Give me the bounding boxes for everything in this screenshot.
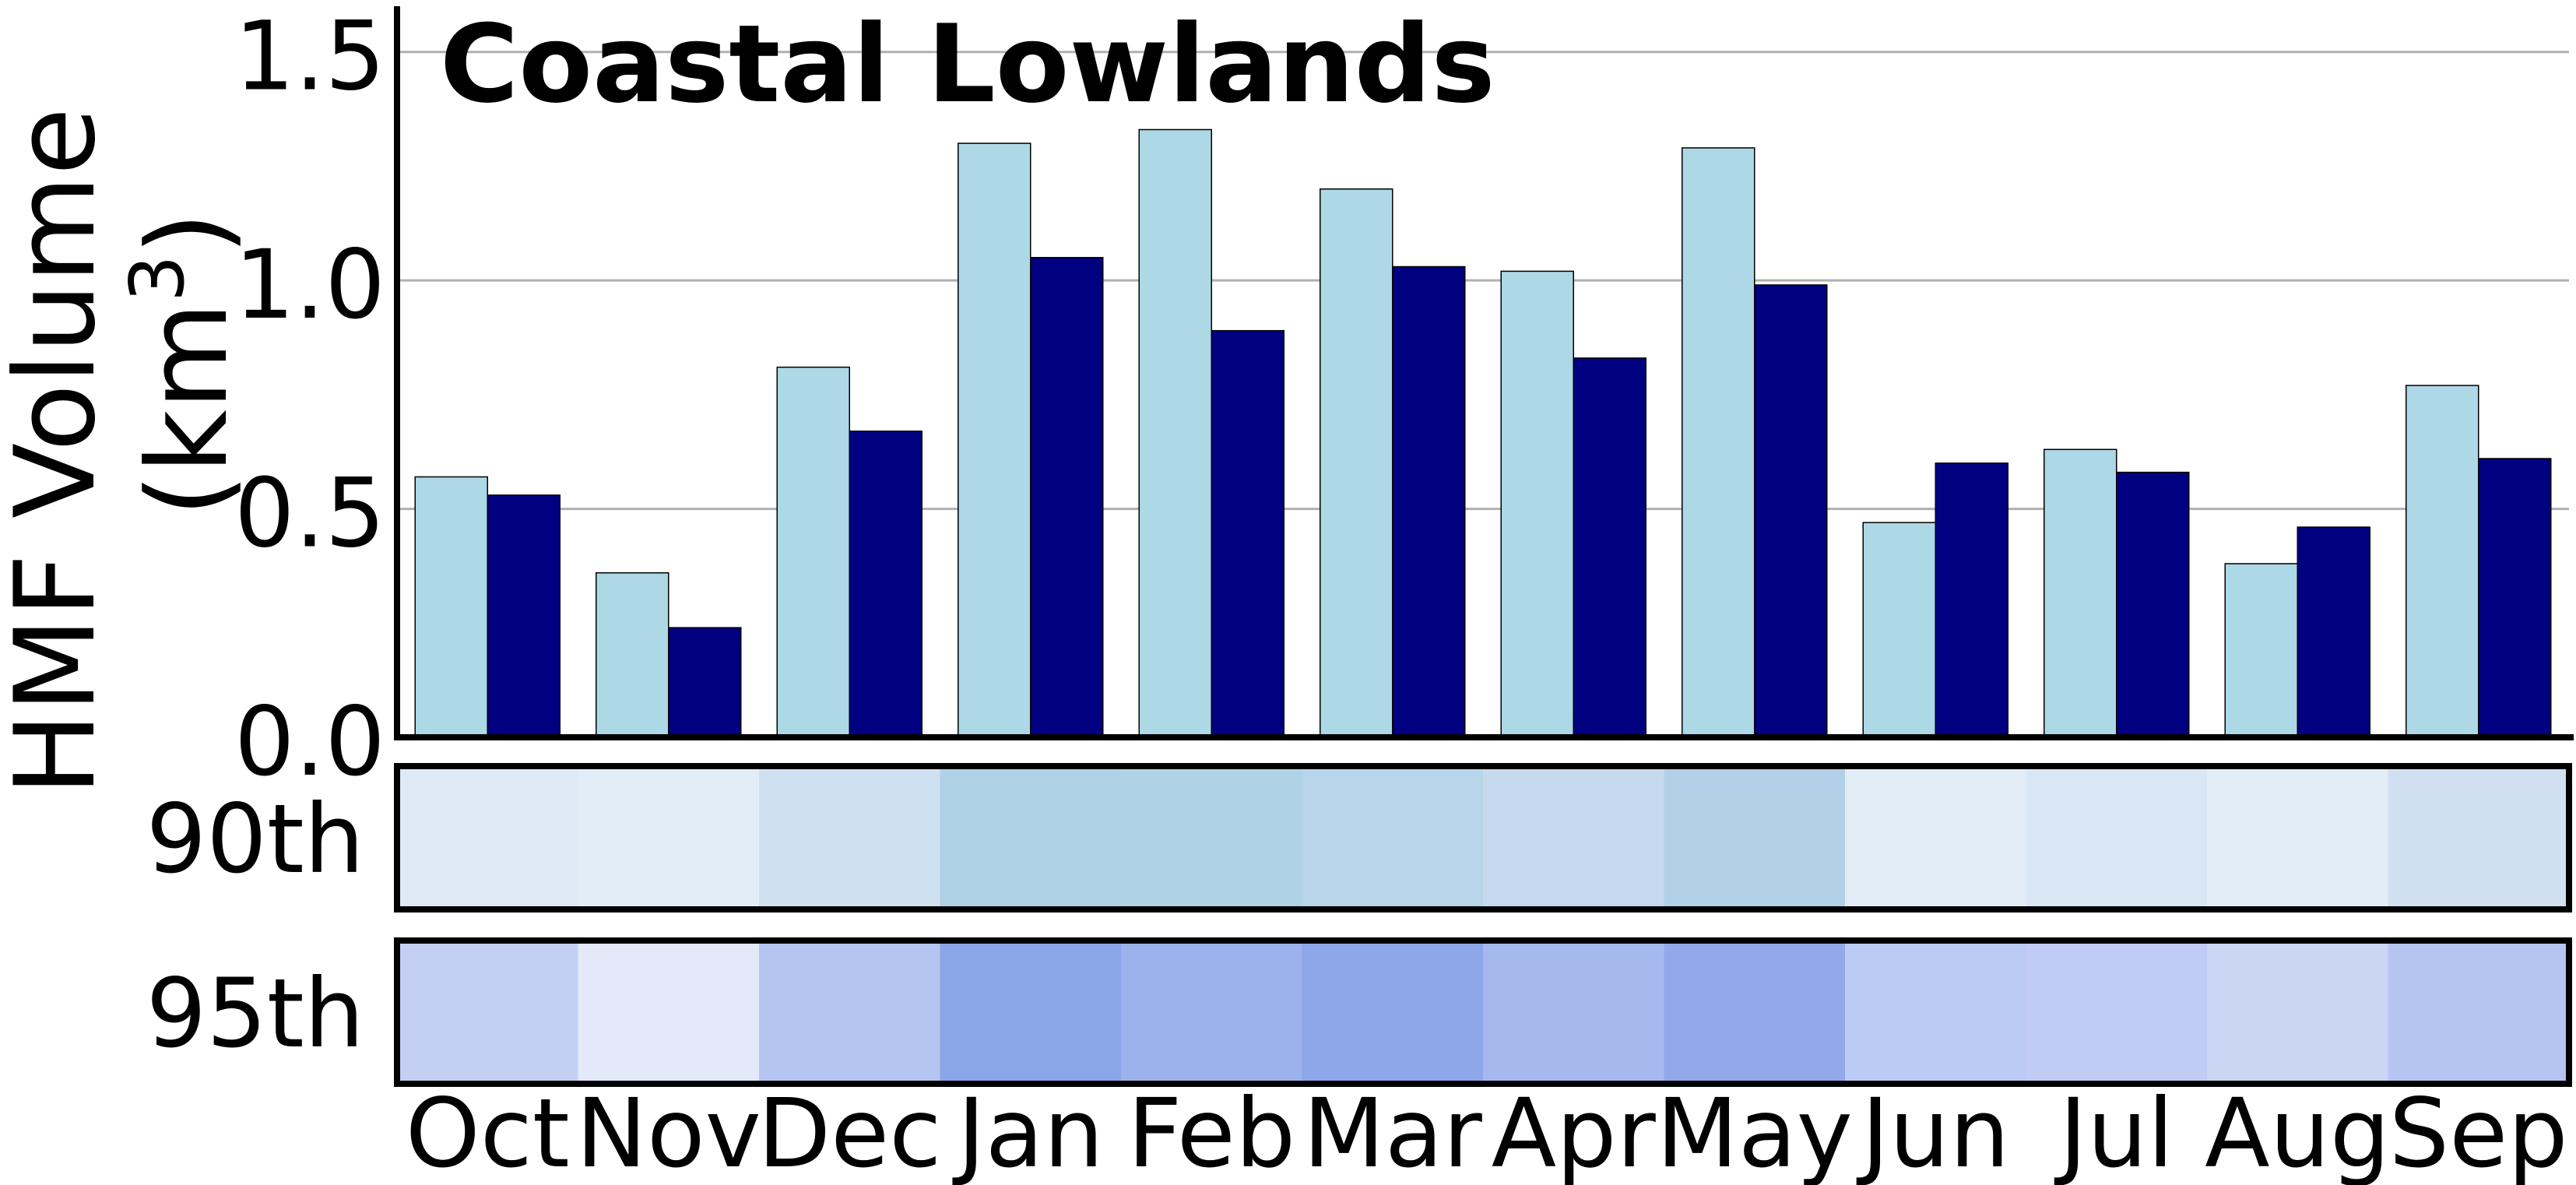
axes — [394, 6, 2574, 740]
heatmap-cell-90th-nov — [578, 766, 760, 909]
y-axis-label: HMF Volume — [0, 107, 120, 796]
heatmap-cell-90th-mar — [1302, 766, 1484, 909]
bar-series1-dec — [776, 366, 850, 738]
heatmap-cell-90th-feb — [1121, 766, 1302, 909]
bar-series1-sep — [2406, 385, 2479, 738]
bar-series2-feb — [1211, 329, 1284, 738]
y-axis-unit-exponent: 3 — [115, 255, 201, 301]
bar-series1-feb — [1138, 128, 1212, 738]
heatmap-cell-95th-mar — [1302, 941, 1484, 1084]
y-axis-unit: (km3) — [115, 212, 252, 517]
bar-series1-jul — [2044, 448, 2117, 738]
heatmap-cell-90th-may — [1664, 766, 1846, 909]
heatmap-cell-90th-oct — [397, 766, 578, 909]
bar-series2-oct — [487, 494, 561, 738]
x-tick-label: Oct — [406, 1078, 570, 1185]
heatmap-cell-90th-dec — [759, 766, 940, 909]
bar-series1-may — [1682, 147, 1755, 738]
heatmap-cell-90th-jun — [1845, 766, 2026, 909]
y-tick-label: 1.5 — [234, 2, 385, 112]
heatmap: 90th 95th — [146, 763, 2572, 1087]
x-tick-label: Apr — [1492, 1078, 1657, 1185]
heatmap-row-label: 95th — [146, 958, 364, 1069]
heatmap-cell-95th-may — [1664, 941, 1846, 1084]
y-tick-labels: 0.0 0.5 1.0 1.5 — [234, 2, 385, 797]
bar-series1-aug — [2224, 563, 2298, 738]
x-tick-label: Mar — [1303, 1078, 1483, 1185]
y-tick-label: 0.0 — [234, 687, 385, 797]
x-tick-label: Jan — [952, 1078, 1104, 1185]
y-tick-label: 0.5 — [234, 459, 385, 569]
heatmap-cell-90th-aug — [2207, 766, 2388, 909]
heatmap-cell-95th-sep — [2388, 941, 2570, 1084]
y-axis-label-line1: HMF Volume — [0, 107, 120, 796]
heatmap-cell-95th-jul — [2026, 941, 2208, 1084]
heatmap-cell-95th-jun — [1845, 941, 2026, 1084]
bar-series1-oct — [414, 476, 488, 738]
bar-series2-may — [1754, 284, 1828, 738]
bar-series2-apr — [1573, 357, 1646, 738]
x-tick-label: May — [1657, 1078, 1853, 1185]
heatmap-cell-90th-jan — [940, 766, 1122, 909]
x-tick-label: Jun — [1856, 1078, 2010, 1185]
bar-series1-nov — [596, 571, 669, 738]
bar-series2-aug — [2297, 526, 2370, 738]
bar-series1-jun — [1862, 522, 1936, 738]
bar-series2-mar — [1392, 265, 1466, 738]
x-tick-label: Dec — [757, 1078, 941, 1185]
heatmap-cell-95th-oct — [397, 941, 578, 1084]
y-axis-unit-open: (km — [124, 302, 252, 517]
heatmap-row-label: 90th — [146, 784, 364, 895]
bar-series2-jul — [2116, 471, 2190, 738]
heatmap-cell-95th-jan — [940, 941, 1122, 1084]
x-tick-label: Sep — [2389, 1078, 2568, 1185]
heatmap-cell-90th-sep — [2388, 766, 2570, 909]
x-tick-label: Nov — [576, 1078, 761, 1185]
heatmap-cell-95th-dec — [759, 941, 940, 1084]
bar-series2-jun — [1935, 462, 2008, 738]
bars — [414, 128, 2552, 738]
grid-lines — [397, 51, 2569, 511]
x-tick-label: Jul — [2054, 1078, 2174, 1185]
chart-title: Coastal Lowlands — [440, 2, 1495, 127]
heatmap-cell-95th-aug — [2207, 941, 2388, 1084]
heatmap-cell-90th-jul — [2026, 766, 2208, 909]
x-tick-label: Feb — [1127, 1078, 1295, 1185]
heatmap-row-frame — [394, 937, 2572, 1087]
bar-series2-jan — [1030, 257, 1104, 738]
bar-series1-mar — [1320, 188, 1393, 738]
y-axis-unit-close: ) — [124, 212, 252, 255]
bar-series2-sep — [2478, 458, 2552, 738]
x-tick-label: Aug — [2205, 1078, 2390, 1185]
bar-series1-apr — [1500, 270, 1574, 738]
heatmap-cell-90th-apr — [1483, 766, 1664, 909]
bar-series2-nov — [668, 627, 742, 738]
y-tick-label: 1.0 — [234, 230, 385, 340]
heatmap-cell-95th-feb — [1121, 941, 1302, 1084]
heatmap-row-frame — [394, 763, 2572, 912]
heatmap-cell-95th-apr — [1483, 941, 1664, 1084]
bar-series1-jan — [958, 142, 1031, 738]
heatmap-cell-95th-nov — [578, 941, 760, 1084]
bar-series2-dec — [849, 431, 923, 738]
